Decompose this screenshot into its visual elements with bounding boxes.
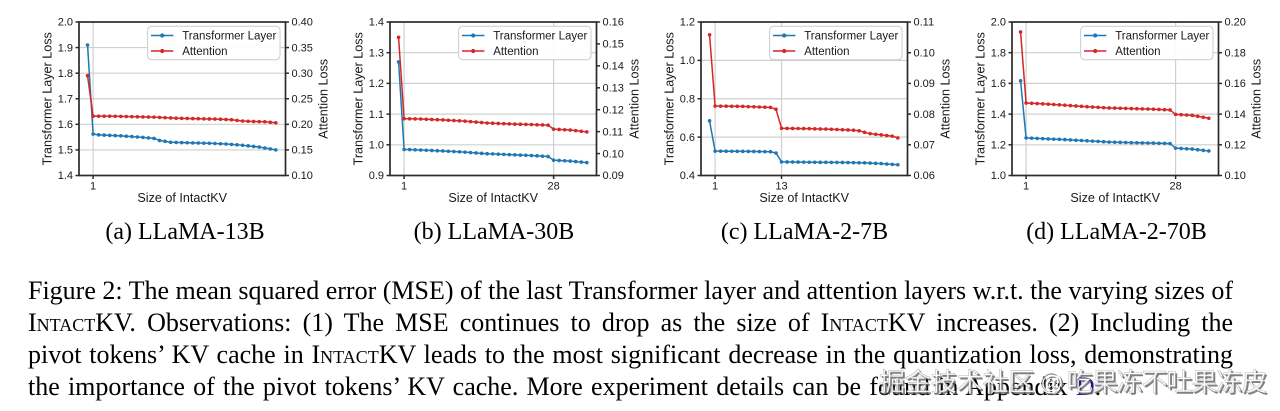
svg-text:Attention Loss: Attention Loss: [939, 59, 953, 139]
svg-text:0.16: 0.16: [603, 17, 624, 29]
svg-text:1: 1: [90, 180, 96, 192]
svg-text:0.10: 0.10: [603, 148, 624, 160]
svg-text:1.6: 1.6: [991, 78, 1006, 90]
svg-text:0.35: 0.35: [292, 42, 313, 54]
svg-text:Attention: Attention: [804, 46, 849, 58]
svg-text:0.08: 0.08: [914, 109, 935, 121]
svg-text:1.4: 1.4: [991, 109, 1006, 121]
svg-text:1.1: 1.1: [369, 109, 384, 121]
svg-text:Transformer Layer Loss: Transformer Layer Loss: [663, 32, 677, 165]
svg-text:0.14: 0.14: [603, 61, 624, 73]
svg-text:1.0: 1.0: [680, 55, 695, 67]
svg-text:0.12: 0.12: [603, 104, 624, 116]
svg-text:28: 28: [547, 180, 559, 192]
svg-text:Size of IntactKV: Size of IntactKV: [448, 191, 538, 205]
svg-text:0.10: 0.10: [1225, 170, 1246, 182]
svg-text:1.4: 1.4: [58, 170, 73, 182]
svg-text:0.18: 0.18: [1225, 47, 1246, 59]
svg-text:0.11: 0.11: [603, 126, 624, 138]
svg-text:1.8: 1.8: [58, 68, 73, 80]
svg-text:Transformer Layer Loss: Transformer Layer Loss: [352, 32, 366, 165]
svg-text:0.30: 0.30: [292, 68, 313, 80]
svg-text:0.06: 0.06: [914, 170, 935, 182]
svg-text:1.2: 1.2: [991, 140, 1006, 152]
svg-text:0.20: 0.20: [292, 119, 313, 131]
svg-text:Attention Loss: Attention Loss: [317, 59, 331, 139]
svg-text:0.10: 0.10: [914, 47, 935, 59]
svg-text:Attention Loss: Attention Loss: [1250, 59, 1264, 139]
svg-text:Attention: Attention: [182, 46, 227, 58]
svg-text:1.8: 1.8: [991, 47, 1006, 59]
svg-text:2.0: 2.0: [991, 17, 1006, 29]
svg-text:1.2: 1.2: [369, 78, 384, 90]
svg-text:1.6: 1.6: [58, 119, 73, 131]
svg-text:Size of IntactKV: Size of IntactKV: [137, 191, 227, 205]
svg-text:Transformer Layer: Transformer Layer: [804, 31, 898, 43]
svg-text:0.07: 0.07: [914, 140, 935, 152]
svg-text:0.20: 0.20: [1225, 17, 1246, 29]
svg-text:13: 13: [775, 180, 787, 192]
svg-text:1: 1: [401, 180, 407, 192]
svg-text:0.13: 0.13: [603, 82, 624, 94]
svg-text:1.0: 1.0: [991, 170, 1006, 182]
svg-text:0.9: 0.9: [369, 170, 384, 182]
svg-text:0.6: 0.6: [680, 132, 695, 144]
svg-text:Transformer Layer Loss: Transformer Layer Loss: [41, 32, 55, 165]
svg-text:Transformer Layer: Transformer Layer: [182, 31, 276, 43]
svg-text:2.0: 2.0: [58, 17, 73, 29]
svg-text:1.4: 1.4: [369, 17, 384, 29]
svg-text:0.40: 0.40: [292, 17, 313, 29]
svg-text:1: 1: [712, 180, 718, 192]
svg-text:0.12: 0.12: [1225, 140, 1246, 152]
svg-text:0.4: 0.4: [680, 170, 695, 182]
svg-text:0.09: 0.09: [914, 78, 935, 90]
svg-text:1.5: 1.5: [58, 145, 73, 157]
svg-text:Attention: Attention: [1115, 46, 1160, 58]
svg-text:0.15: 0.15: [292, 145, 313, 157]
svg-text:0.10: 0.10: [292, 170, 313, 182]
svg-text:Transformer Layer: Transformer Layer: [493, 31, 587, 43]
svg-text:0.14: 0.14: [1225, 109, 1246, 121]
svg-text:Attention Loss: Attention Loss: [628, 59, 642, 139]
svg-text:0.09: 0.09: [603, 170, 624, 182]
svg-text:28: 28: [1169, 180, 1181, 192]
svg-text:Attention: Attention: [493, 46, 538, 58]
svg-text:Transformer Layer: Transformer Layer: [1115, 31, 1209, 43]
svg-text:@: @: [1041, 373, 1060, 394]
svg-text:1: 1: [1023, 180, 1029, 192]
svg-text:0.11: 0.11: [914, 17, 935, 29]
svg-text:Transformer Layer Loss: Transformer Layer Loss: [974, 32, 988, 165]
svg-text:Size of IntactKV: Size of IntactKV: [759, 191, 849, 205]
svg-text:0.15: 0.15: [603, 39, 624, 51]
svg-text:1.9: 1.9: [58, 42, 73, 54]
svg-text:1.3: 1.3: [369, 47, 384, 59]
svg-text:0.8: 0.8: [680, 93, 695, 105]
svg-text:0.25: 0.25: [292, 93, 313, 105]
svg-text:1.7: 1.7: [58, 93, 73, 105]
svg-text:0.16: 0.16: [1225, 78, 1246, 90]
svg-text:Size of IntactKV: Size of IntactKV: [1070, 191, 1160, 205]
svg-text:1.2: 1.2: [680, 17, 695, 29]
svg-text:1.0: 1.0: [369, 140, 384, 152]
